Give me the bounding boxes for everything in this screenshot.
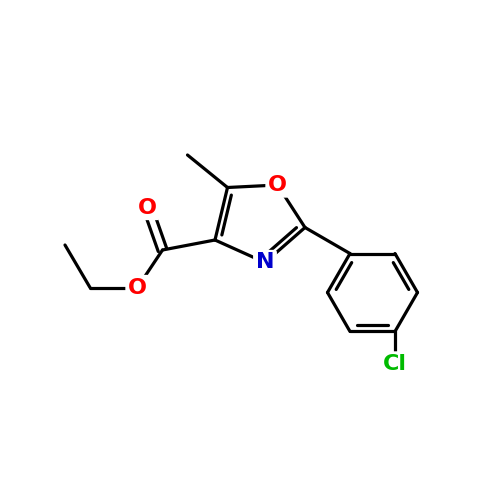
Text: O: O [138,198,157,218]
Text: O: O [128,278,147,297]
Text: Cl: Cl [383,354,407,374]
Text: O: O [268,175,287,195]
Text: N: N [256,252,274,272]
